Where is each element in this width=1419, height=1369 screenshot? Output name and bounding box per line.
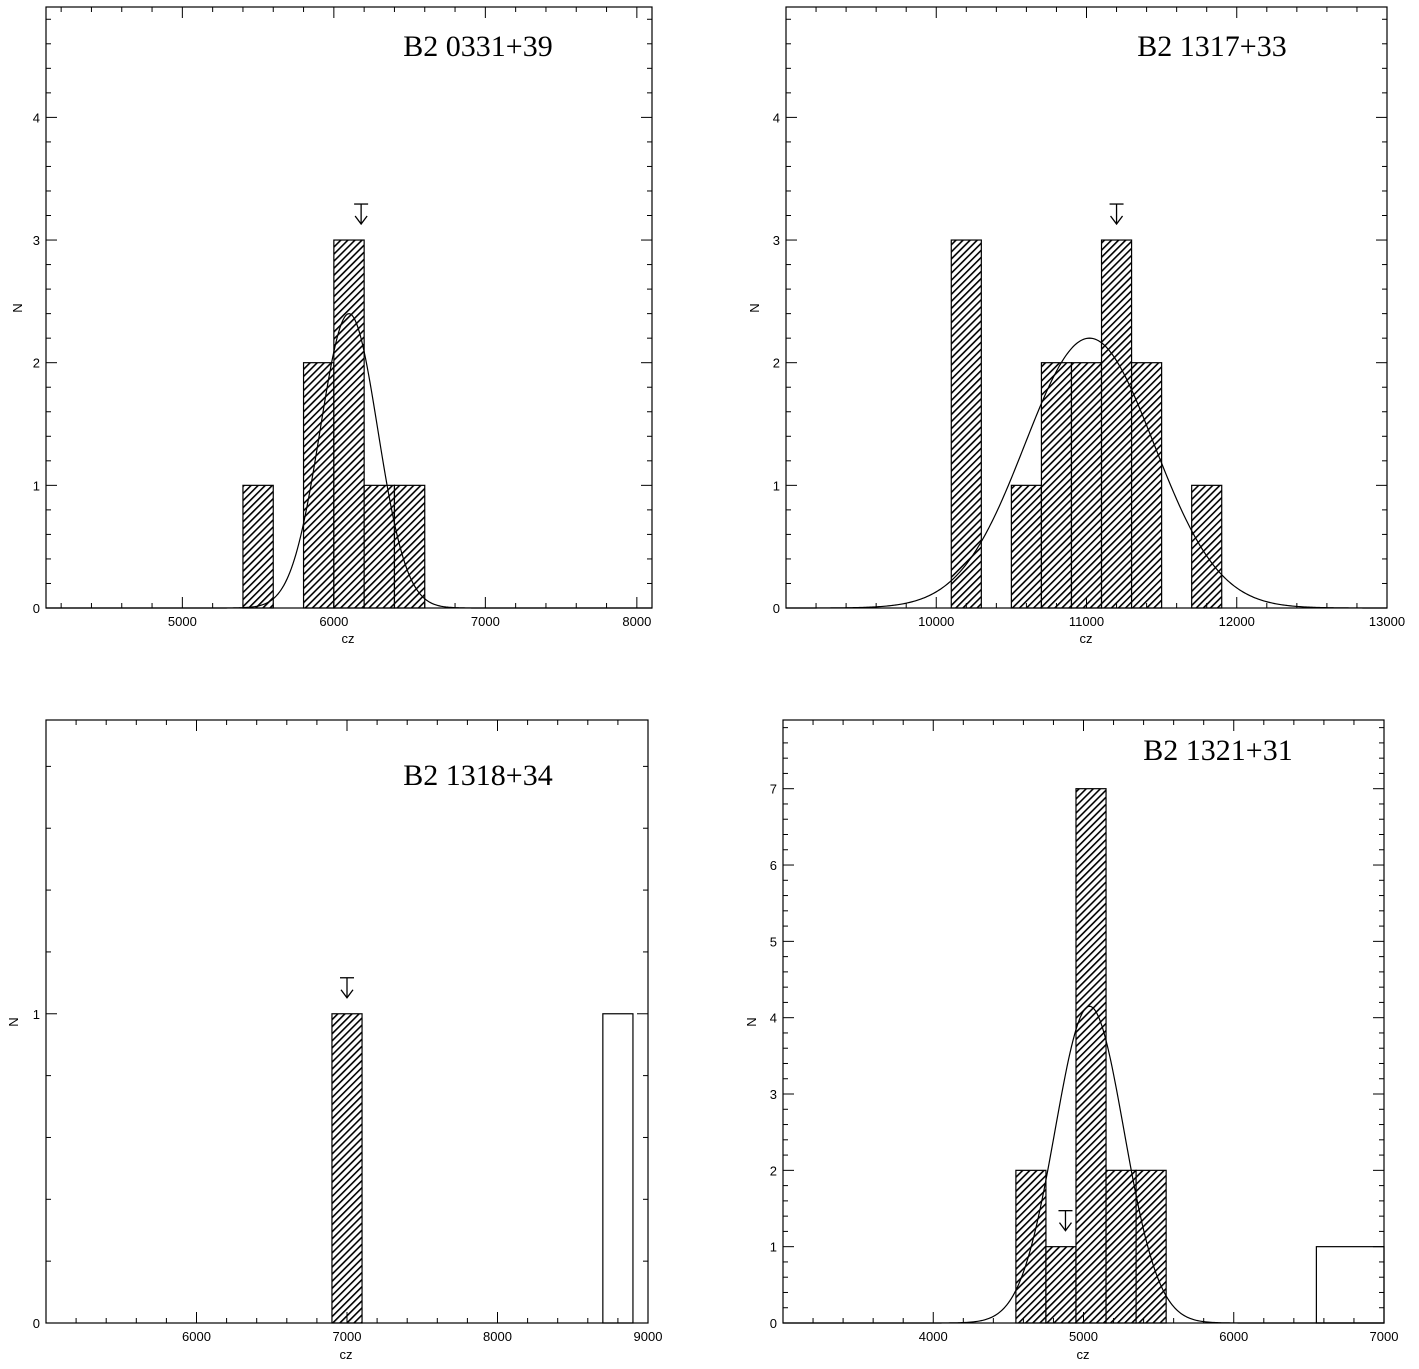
y-tick-label: 1: [770, 1240, 777, 1255]
y-axis-title: N: [744, 1017, 759, 1026]
y-tick-label: 7: [770, 782, 777, 797]
hatched-bar: [1075, 788, 1107, 1324]
open-bar: [602, 1013, 634, 1324]
hatched-bar: [1040, 362, 1073, 609]
y-axis-title: N: [10, 303, 25, 312]
hatched-bar: [1010, 484, 1043, 609]
y-tick-label: 0: [33, 1316, 40, 1331]
marker-head: [1058, 1222, 1072, 1232]
x-axis-title: cz: [340, 1347, 353, 1362]
x-axis-title: cz: [1080, 631, 1093, 646]
hatched-bar: [302, 362, 335, 609]
y-tick-label: 1: [33, 1007, 40, 1022]
x-tick-label: 12000: [1219, 614, 1255, 629]
hatched-bar: [1100, 239, 1133, 609]
hatched-bar: [333, 239, 365, 609]
panel-title: B2 1317+33: [1137, 30, 1286, 63]
x-tick-label: 7000: [333, 1329, 362, 1344]
histogram-panel-1321: B2 1321+31 cz N 4000 5000 6000 7000 0 1 2 3 4 5 6 7: [744, 719, 1399, 1362]
y-tick-label: 5: [770, 934, 777, 949]
y-tick-label: 0: [773, 601, 780, 616]
x-tick-label: 7000: [471, 614, 500, 629]
open-bar: [1315, 1246, 1385, 1324]
x-tick-label: 8000: [483, 1329, 512, 1344]
y-axis-title: N: [6, 1017, 21, 1026]
marker-head: [1110, 215, 1124, 226]
hatched-bar: [1070, 362, 1103, 609]
y-tick-label: 4: [33, 110, 40, 125]
hatched-bar: [1130, 362, 1163, 609]
histogram-panel-0331: B2 0331+39 cz N 5000 6000 7000 8000 0 1 2 3 4: [10, 6, 653, 646]
x-tick-label: 8000: [622, 614, 651, 629]
marker-head: [354, 215, 368, 226]
x-tick-label: 11000: [1069, 614, 1104, 629]
x-tick-label: 5000: [1069, 1329, 1098, 1344]
x-tick-label: 10000: [918, 614, 954, 629]
hatched-bar: [1105, 1169, 1137, 1324]
x-axis-title: cz: [342, 631, 355, 646]
y-tick-label: 2: [773, 356, 780, 371]
y-tick-label: 3: [33, 233, 40, 248]
x-tick-label: 6000: [319, 614, 348, 629]
y-tick-label: 4: [770, 1011, 777, 1026]
panel-title: B2 1318+34: [403, 759, 552, 792]
y-axis-title: N: [747, 303, 762, 312]
y-tick-label: 2: [33, 356, 40, 371]
panel-title: B2 1321+31: [1143, 734, 1292, 767]
x-tick-label: 7000: [1370, 1329, 1399, 1344]
y-tick-label: 0: [33, 601, 40, 616]
cz-marker-arrow: [340, 977, 354, 999]
hatched-bar: [363, 484, 396, 609]
y-tick-label: 0: [770, 1316, 777, 1331]
cz-marker-arrow: [1058, 1210, 1073, 1232]
hatched-bar: [950, 239, 982, 609]
hatched-bar: [1191, 484, 1223, 609]
x-tick-label: 6000: [1219, 1329, 1248, 1344]
histogram-panel-1317: B2 1317+33 cz N 10000 11000 12000 13000 0 1 2 3…: [747, 6, 1405, 646]
y-tick-label: 3: [773, 233, 780, 248]
cz-marker-arrow: [1109, 203, 1124, 226]
y-tick-label: 1: [773, 478, 780, 493]
x-tick-label: 9000: [634, 1329, 663, 1344]
gaussian-fit-curve: [786, 337, 1387, 609]
y-tick-label: 1: [33, 478, 40, 493]
hatched-bar: [1045, 1246, 1077, 1324]
x-axis-title: cz: [1077, 1347, 1090, 1362]
x-tick-label: 13000: [1369, 614, 1405, 629]
plot-frame: [45, 6, 653, 609]
cz-marker-arrow: [354, 203, 369, 226]
x-tick-label: 4000: [919, 1329, 948, 1344]
panel-title: B2 0331+39: [403, 30, 552, 63]
hatched-bar: [331, 1013, 363, 1324]
x-tick-label: 6000: [182, 1329, 211, 1344]
hatched-bar: [393, 484, 426, 609]
hatched-bar: [242, 484, 274, 609]
marker-head: [340, 989, 354, 999]
y-tick-label: 3: [770, 1087, 777, 1102]
y-tick-label: 2: [770, 1163, 777, 1178]
y-tick-label: 4: [773, 110, 780, 125]
hatched-bar: [1135, 1169, 1167, 1324]
x-tick-label: 5000: [168, 614, 197, 629]
histogram-panel-1318: B2 1318+34 cz N 6000 7000 8000 9000 0 1: [6, 719, 663, 1362]
y-tick-label: 6: [770, 858, 777, 873]
